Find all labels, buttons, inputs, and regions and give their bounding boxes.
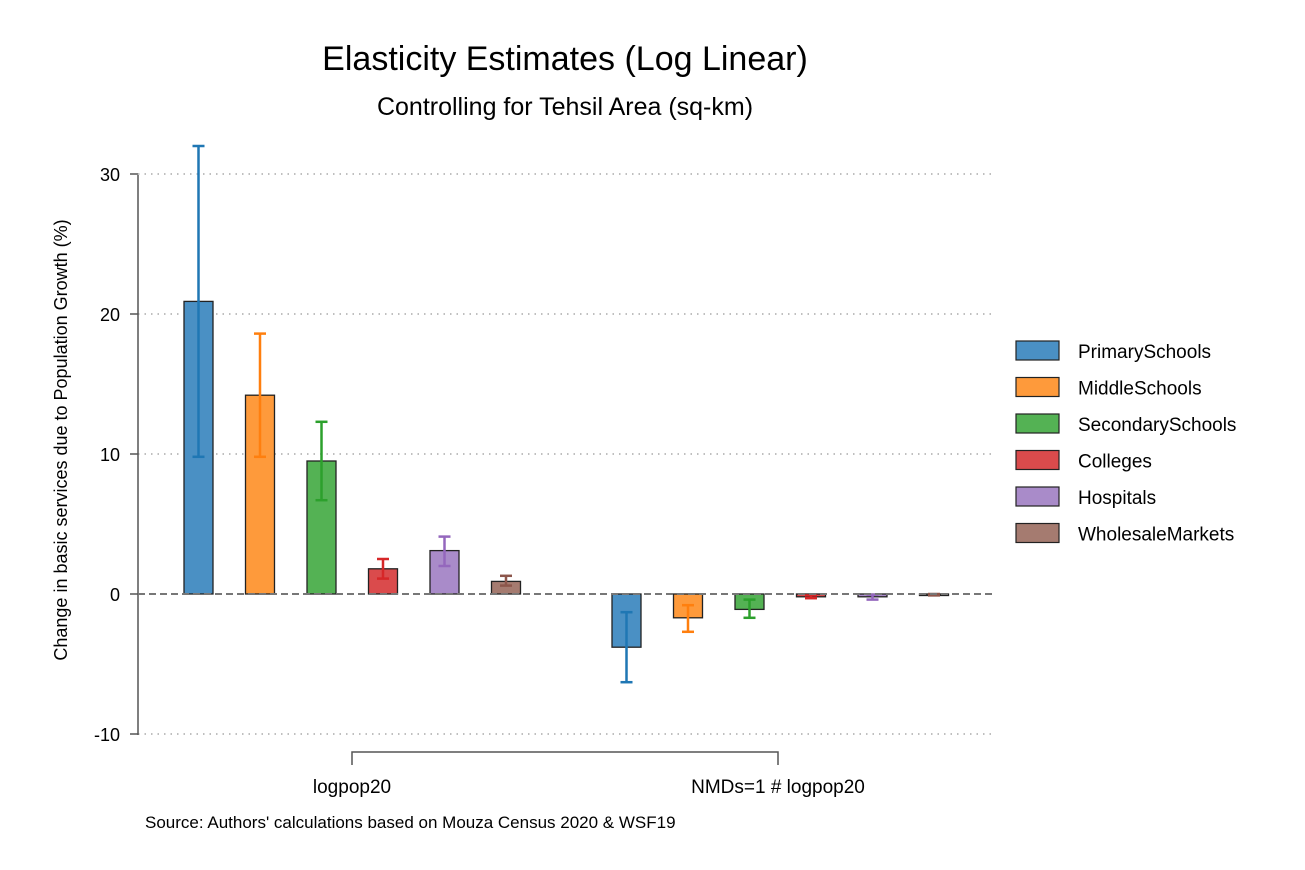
legend-swatch xyxy=(1015,522,1060,544)
legend-label: WholesaleMarkets xyxy=(1078,525,1234,546)
legend-swatch xyxy=(1015,449,1060,471)
y-axis-title: Change in basic services due to Populati… xyxy=(51,219,71,660)
y-tick-label: 30 xyxy=(100,165,120,185)
legend-swatch xyxy=(1015,486,1060,507)
legend: PrimarySchools MiddleSchools SecondaryScho… xyxy=(1015,340,1236,546)
y-tick-label: 0 xyxy=(110,585,120,605)
chart-subtitle: Controlling for Tehsil Area (sq-km) xyxy=(377,93,753,121)
legend-swatch xyxy=(1015,413,1060,434)
x-category-label: logpop20 xyxy=(313,777,391,798)
y-axis-ticks: -10 0 10 20 30 xyxy=(94,165,138,745)
legend-swatch xyxy=(1015,376,1060,398)
legend-label: PrimarySchools xyxy=(1078,342,1211,363)
x-axis-categories: logpop20 NMDs=1 # logpop20 xyxy=(313,777,865,798)
bars-layer xyxy=(183,144,950,684)
y-tick-label: -10 xyxy=(94,725,120,745)
chart-title: Elasticity Estimates (Log Linear) xyxy=(322,40,808,78)
y-tick-label: 20 xyxy=(100,305,120,325)
x-axis-bracket xyxy=(351,751,779,765)
legend-label: Hospitals xyxy=(1078,488,1156,509)
legend-label: Colleges xyxy=(1078,452,1152,473)
x-category-label: NMDs=1 # logpop20 xyxy=(691,777,865,798)
legend-label: MiddleSchools xyxy=(1078,379,1202,400)
legend-label: SecondarySchools xyxy=(1078,415,1236,436)
legend-swatch xyxy=(1015,340,1060,361)
y-tick-label: 10 xyxy=(100,445,120,465)
source-note: Source: Authors' calculations based on M… xyxy=(145,813,676,832)
